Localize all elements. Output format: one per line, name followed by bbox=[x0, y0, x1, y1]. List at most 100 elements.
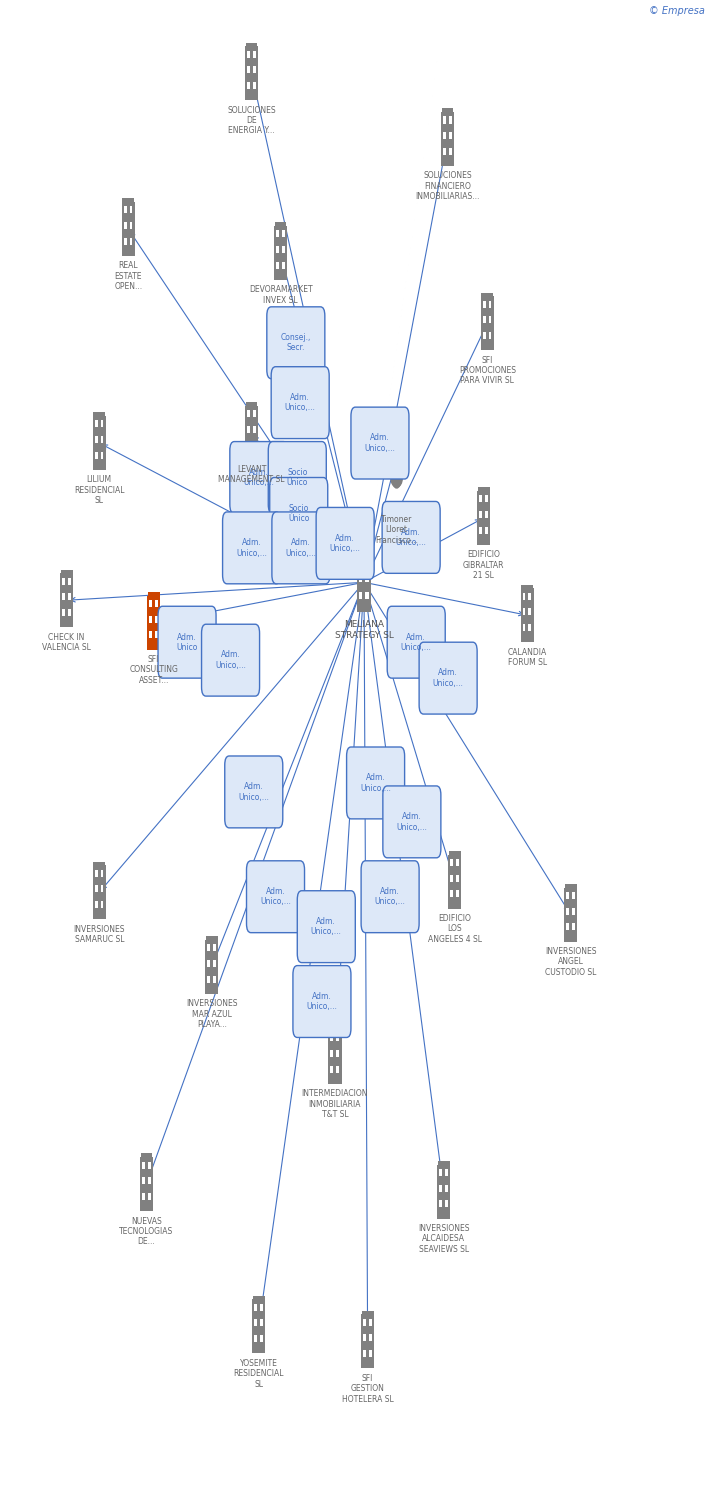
Bar bbox=[477, 490, 490, 544]
FancyBboxPatch shape bbox=[316, 507, 374, 579]
Text: Adm.
Unico,...: Adm. Unico,... bbox=[375, 886, 405, 906]
Bar bbox=[282, 231, 285, 237]
Bar bbox=[247, 51, 250, 57]
FancyBboxPatch shape bbox=[361, 861, 419, 933]
Bar bbox=[130, 207, 132, 213]
Text: INVERSIONES
MAR AZUL
PLAYA...: INVERSIONES MAR AZUL PLAYA... bbox=[186, 999, 237, 1029]
Bar bbox=[450, 874, 453, 882]
Bar bbox=[448, 132, 451, 140]
Text: Timoner
Lloret
Francisco...: Timoner Lloret Francisco... bbox=[375, 514, 418, 544]
Bar bbox=[68, 609, 71, 616]
Bar bbox=[254, 1335, 257, 1342]
Bar bbox=[207, 960, 210, 968]
Bar bbox=[100, 902, 103, 908]
Bar bbox=[130, 237, 132, 244]
Bar bbox=[565, 884, 577, 888]
Bar bbox=[95, 885, 98, 892]
FancyBboxPatch shape bbox=[382, 501, 440, 573]
Text: Socio
Único: Socio Único bbox=[287, 468, 308, 488]
Bar bbox=[124, 237, 127, 244]
Text: Adm.
Unico,...: Adm. Unico,... bbox=[306, 992, 337, 1011]
Bar bbox=[93, 413, 105, 416]
Bar bbox=[147, 596, 160, 650]
Bar bbox=[92, 416, 106, 470]
Bar bbox=[213, 975, 216, 982]
Text: REAL
ESTATE
OPEN...: REAL ESTATE OPEN... bbox=[114, 261, 143, 291]
Bar bbox=[439, 1168, 442, 1176]
Bar bbox=[441, 108, 454, 112]
Text: Adm.
Unico,...: Adm. Unico,... bbox=[260, 886, 291, 906]
Bar bbox=[529, 592, 531, 600]
Text: INVERSIONES
SAMARUC SL: INVERSIONES SAMARUC SL bbox=[74, 924, 125, 944]
Bar bbox=[529, 608, 531, 615]
Bar bbox=[254, 1320, 257, 1326]
Bar bbox=[247, 82, 250, 88]
Bar bbox=[529, 624, 531, 632]
Bar bbox=[100, 420, 103, 428]
Bar bbox=[523, 592, 526, 600]
Bar bbox=[149, 632, 152, 639]
Bar bbox=[359, 574, 362, 582]
Bar bbox=[260, 1335, 263, 1342]
Bar bbox=[485, 495, 488, 502]
Bar bbox=[148, 1178, 151, 1184]
Bar bbox=[566, 924, 569, 930]
Text: SFI
PROMOCIONES
PARA VIVIR SL: SFI PROMOCIONES PARA VIVIR SL bbox=[459, 356, 515, 386]
Bar bbox=[253, 426, 256, 432]
Bar bbox=[142, 1178, 145, 1184]
Bar bbox=[438, 1164, 451, 1218]
Bar bbox=[205, 940, 218, 994]
Text: MELIANA
STRATEGY SL: MELIANA STRATEGY SL bbox=[335, 621, 393, 639]
Bar bbox=[359, 591, 362, 598]
Bar bbox=[95, 902, 98, 908]
Bar bbox=[450, 891, 453, 897]
Bar bbox=[100, 870, 103, 876]
Bar bbox=[155, 615, 158, 622]
Bar bbox=[329, 1026, 341, 1030]
Bar bbox=[479, 526, 482, 534]
Text: CALANDIA
FORUM SL: CALANDIA FORUM SL bbox=[507, 648, 547, 668]
Bar bbox=[213, 945, 216, 951]
Circle shape bbox=[393, 458, 400, 471]
Bar bbox=[369, 1350, 372, 1358]
Bar bbox=[564, 888, 577, 942]
Bar bbox=[282, 246, 285, 254]
Text: INVERSIONES
ALCAIDESA
SEAVIEWS SL: INVERSIONES ALCAIDESA SEAVIEWS SL bbox=[418, 1224, 470, 1254]
Bar bbox=[95, 452, 98, 459]
Bar bbox=[361, 1314, 374, 1368]
Bar bbox=[276, 261, 279, 268]
Bar bbox=[253, 82, 256, 88]
Bar bbox=[62, 594, 65, 600]
Wedge shape bbox=[392, 478, 401, 488]
Bar bbox=[62, 578, 65, 585]
FancyBboxPatch shape bbox=[230, 441, 288, 513]
Bar bbox=[336, 1035, 339, 1041]
Text: EDIFICIO
LOS
ANGELES 4 SL: EDIFICIO LOS ANGELES 4 SL bbox=[427, 914, 482, 944]
Bar bbox=[93, 861, 105, 865]
Text: SFI
GESTION
HOTELERA SL: SFI GESTION HOTELERA SL bbox=[341, 1374, 394, 1404]
Text: Adm.
Unico,...: Adm. Unico,... bbox=[401, 633, 432, 652]
Bar bbox=[140, 1156, 153, 1210]
Text: Socio
Único: Socio Único bbox=[288, 504, 309, 524]
FancyBboxPatch shape bbox=[347, 747, 405, 819]
Bar bbox=[331, 1050, 333, 1058]
Text: SFI
CONSULTING
ASSET...: SFI CONSULTING ASSET... bbox=[130, 656, 178, 686]
Bar bbox=[155, 600, 158, 608]
Bar bbox=[362, 1311, 373, 1314]
Bar bbox=[122, 198, 134, 202]
Text: Adm.
Unico,...: Adm. Unico,... bbox=[330, 534, 360, 554]
Bar bbox=[60, 573, 74, 627]
Bar bbox=[100, 452, 103, 459]
Bar bbox=[483, 332, 486, 339]
Bar bbox=[206, 936, 218, 940]
Bar bbox=[443, 148, 446, 154]
Bar bbox=[328, 1030, 341, 1084]
Bar bbox=[260, 1320, 263, 1326]
Text: YOSEMITE
RESIDENCIAL
SL: YOSEMITE RESIDENCIAL SL bbox=[234, 1359, 284, 1389]
Bar bbox=[479, 495, 482, 502]
Bar bbox=[92, 865, 106, 919]
FancyBboxPatch shape bbox=[383, 786, 441, 858]
Bar bbox=[521, 588, 534, 642]
Bar bbox=[95, 420, 98, 428]
Bar bbox=[141, 1154, 152, 1156]
